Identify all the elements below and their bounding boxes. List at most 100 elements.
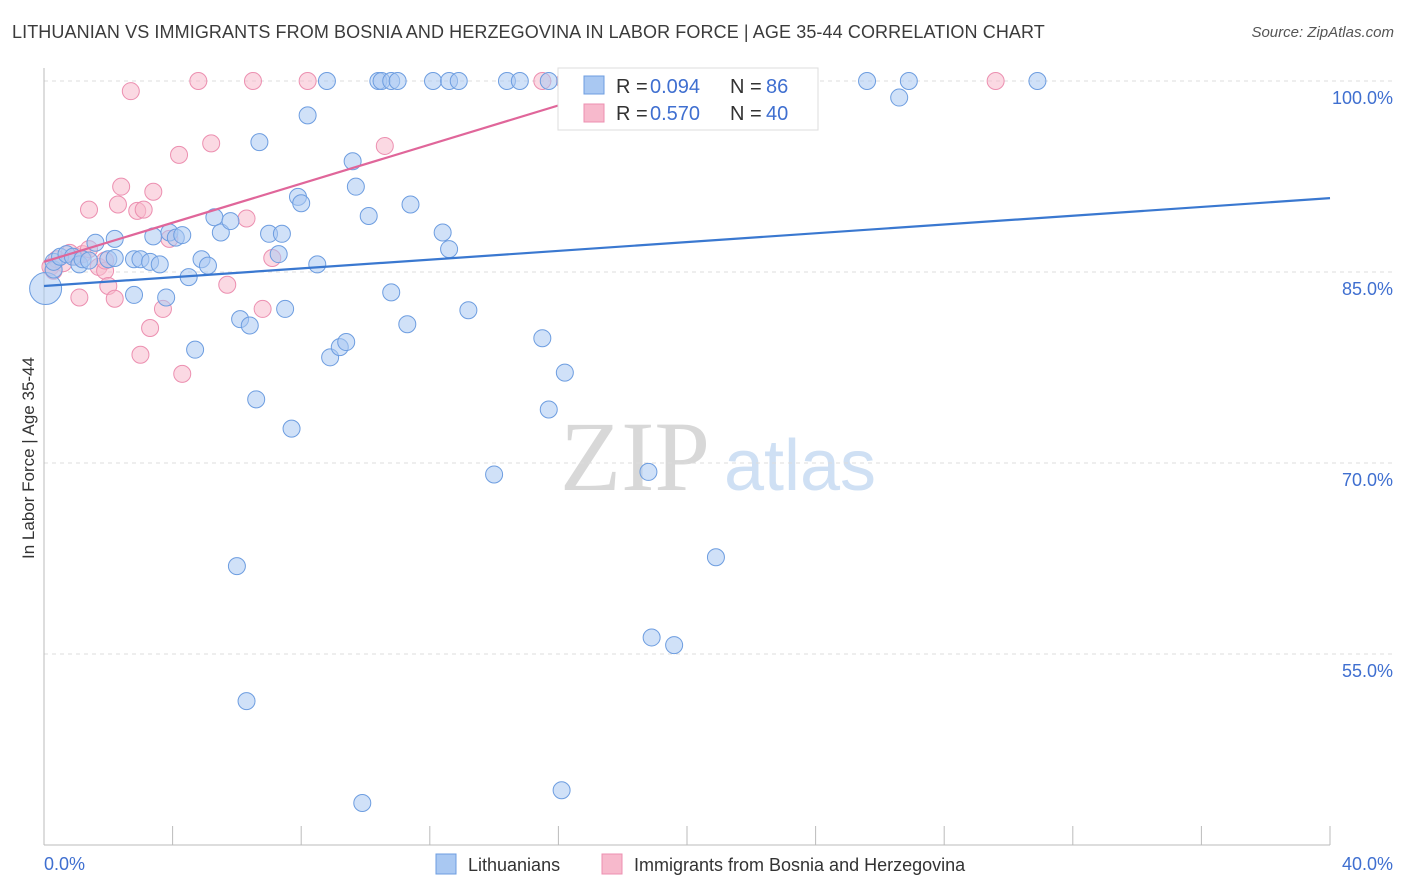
bosnia-point bbox=[173, 364, 192, 383]
axes bbox=[43, 68, 1331, 846]
lithuanians-point bbox=[298, 106, 317, 125]
y-tick-label: 100.0% bbox=[1332, 88, 1393, 108]
y-axis-title: In Labor Force | Age 35-44 bbox=[19, 357, 38, 559]
trend-line-lithuanians bbox=[43, 197, 1331, 288]
lithuanians-point bbox=[346, 177, 365, 196]
lithuanians-point bbox=[388, 72, 407, 90]
grid bbox=[44, 80, 1395, 655]
bosnia-point bbox=[170, 145, 189, 164]
lithuanians-point bbox=[359, 206, 378, 225]
lithuanians-point bbox=[272, 224, 291, 243]
bosnia-point bbox=[375, 136, 394, 155]
bosnia-point bbox=[80, 200, 99, 219]
bottom-legend-bosnia: Immigrants from Bosnia and Herzegovina bbox=[634, 855, 966, 875]
chart-title: LITHUANIAN VS IMMIGRANTS FROM BOSNIA AND… bbox=[12, 22, 1045, 42]
tick-labels: 55.0% 70.0% 85.0% 100.0% 0.0% 40.0% bbox=[44, 88, 1393, 874]
lithuanians-point bbox=[539, 400, 558, 419]
lithuanians-point bbox=[858, 72, 877, 90]
lithuanians-point bbox=[250, 133, 269, 152]
trend-lines bbox=[43, 79, 1331, 288]
lithuanians-point bbox=[665, 636, 684, 655]
legend-r-value-2: 0.570 bbox=[650, 103, 700, 125]
trend-line-bosnia bbox=[43, 79, 640, 263]
lithuanians-point bbox=[247, 390, 266, 409]
bosnia-point bbox=[298, 72, 317, 90]
bosnia-point bbox=[189, 72, 208, 90]
lithuanians-point bbox=[276, 299, 295, 318]
y-tick-label: 85.0% bbox=[1342, 279, 1393, 299]
lithuanians-point bbox=[105, 229, 124, 248]
lithuanians-point bbox=[449, 72, 468, 90]
lithuanians-point bbox=[343, 152, 362, 171]
x-tick-label: 40.0% bbox=[1342, 854, 1393, 874]
bosnia-point bbox=[237, 209, 256, 228]
lithuanians-point bbox=[459, 301, 478, 320]
lithuanians-point bbox=[227, 557, 246, 576]
legend-r-value-1: 0.094 bbox=[650, 76, 700, 98]
lithuanians-point bbox=[401, 195, 420, 214]
lithuanians-point bbox=[424, 72, 443, 90]
legend-r-label-2: R = bbox=[616, 103, 648, 125]
lithuanians-point bbox=[292, 194, 311, 213]
legend-swatch-bosnia bbox=[583, 103, 605, 123]
lithuanians-point bbox=[186, 340, 205, 359]
legend-swatch-lithuanians bbox=[583, 75, 605, 95]
bosnia-point bbox=[108, 195, 127, 214]
lithuanians-point bbox=[211, 223, 230, 242]
legend-n-label-2: N = bbox=[730, 103, 762, 125]
bottom-legend: Lithuanians Immigrants from Bosnia and H… bbox=[435, 853, 966, 875]
bottom-legend-swatch-bosnia bbox=[601, 853, 623, 875]
bosnia-point bbox=[121, 82, 140, 101]
lithuanians-point bbox=[533, 329, 552, 348]
x-tick-label: 0.0% bbox=[44, 854, 85, 874]
lithuanians-point bbox=[485, 465, 504, 484]
lithuanians-point bbox=[706, 548, 725, 567]
bottom-legend-swatch-lithuanians bbox=[435, 853, 457, 875]
lithuanians-point bbox=[890, 88, 909, 107]
lithuanians-point bbox=[353, 793, 372, 812]
legend-n-value-2: 40 bbox=[766, 103, 788, 125]
bosnia-point bbox=[141, 319, 160, 338]
bosnia-point bbox=[986, 72, 1005, 90]
lithuanians-point bbox=[308, 255, 327, 274]
watermark-atlas: atlas bbox=[724, 426, 876, 506]
lithuanians-point bbox=[221, 212, 240, 231]
legend: R = 0.094 N = 86 R = 0.570 N = 40 bbox=[557, 67, 819, 131]
bosnia-point bbox=[70, 288, 89, 307]
lithuanians-point bbox=[1028, 72, 1047, 90]
lithuanians-point bbox=[150, 255, 169, 274]
lithuanians-point bbox=[125, 285, 144, 304]
lithuanians-point bbox=[398, 315, 417, 334]
legend-n-value-1: 86 bbox=[766, 76, 788, 98]
bosnia-point bbox=[105, 289, 124, 308]
lithuanians-point bbox=[382, 283, 401, 302]
lithuanians-point bbox=[105, 248, 124, 267]
bosnia-point bbox=[112, 177, 131, 196]
bosnia-point bbox=[218, 275, 237, 294]
lithuanians-point bbox=[510, 72, 529, 90]
lithuanians-point bbox=[317, 72, 336, 90]
lithuanians-point bbox=[539, 72, 558, 90]
lithuanians-point bbox=[269, 245, 288, 264]
lithuanians-point bbox=[240, 316, 259, 335]
lithuanians-point bbox=[552, 781, 571, 800]
y-tick-label: 70.0% bbox=[1342, 470, 1393, 490]
watermark-zip: ZIP bbox=[560, 401, 710, 512]
legend-n-label-1: N = bbox=[730, 76, 762, 98]
y-tick-label: 55.0% bbox=[1342, 661, 1393, 681]
lithuanians-point bbox=[237, 692, 256, 711]
bosnia-point bbox=[134, 200, 153, 219]
bosnia-point bbox=[243, 72, 262, 90]
bosnia-point bbox=[253, 299, 272, 318]
lithuanians-point bbox=[433, 223, 452, 242]
lithuanians-point bbox=[80, 251, 99, 270]
lithuanians-point bbox=[198, 256, 217, 275]
source-label: Source: ZipAtlas.com bbox=[1251, 24, 1394, 41]
bosnia-point bbox=[144, 182, 163, 201]
lithuanians-point bbox=[440, 240, 459, 259]
lithuanians-point bbox=[899, 72, 918, 90]
lithuanians-point bbox=[642, 628, 661, 647]
bosnia-point bbox=[202, 134, 221, 153]
lithuanians-point bbox=[282, 419, 301, 438]
